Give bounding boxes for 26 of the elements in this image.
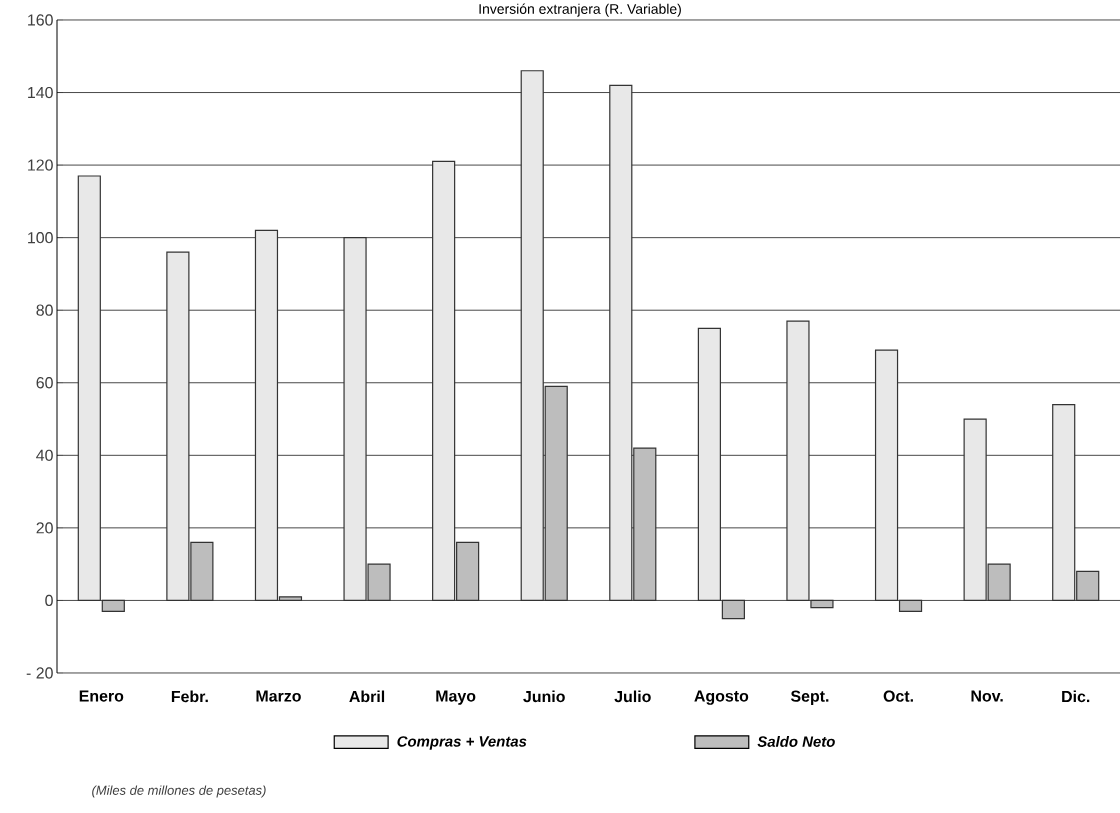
y-tick-label: - 20 bbox=[26, 667, 53, 679]
x-tick-label: Enero bbox=[79, 690, 124, 702]
y-tick-label: 0 bbox=[45, 594, 53, 607]
x-tick-label: Dic. bbox=[1062, 690, 1090, 703]
y-tick-label: 60 bbox=[36, 377, 53, 389]
chart-title: Inversión extranjera (R. Variable) bbox=[479, 3, 681, 17]
x-tick-label: Marzo bbox=[256, 690, 301, 702]
x-tick-label: Sept. bbox=[790, 690, 829, 705]
y-tick-label: 80 bbox=[36, 304, 53, 316]
text: (Miles de millones de pesetas) bbox=[92, 785, 266, 798]
x-tick-label: Nov. bbox=[971, 690, 1003, 702]
legend-label: Saldo Neto bbox=[757, 735, 835, 747]
x-tick-label: Abril bbox=[349, 690, 385, 703]
y-tick-label: 160 bbox=[28, 14, 53, 26]
y-tick-label: 120 bbox=[28, 159, 53, 171]
x-tick-label: Agosto bbox=[694, 690, 749, 705]
x-tick-label: Febr. bbox=[171, 690, 208, 703]
x-tick-label: Junio bbox=[523, 690, 565, 703]
x-tick-label: Mayo bbox=[436, 690, 476, 705]
y-tick-label: 20 bbox=[36, 522, 53, 534]
y-tick-label: 100 bbox=[28, 232, 53, 244]
legend-label: Compras + Ventas bbox=[397, 736, 527, 750]
y-tick-label: 40 bbox=[36, 449, 53, 461]
x-tick-label: Julio bbox=[614, 690, 651, 703]
x-tick-label: Oct. bbox=[883, 690, 913, 702]
y-tick-label: 140 bbox=[28, 86, 53, 99]
